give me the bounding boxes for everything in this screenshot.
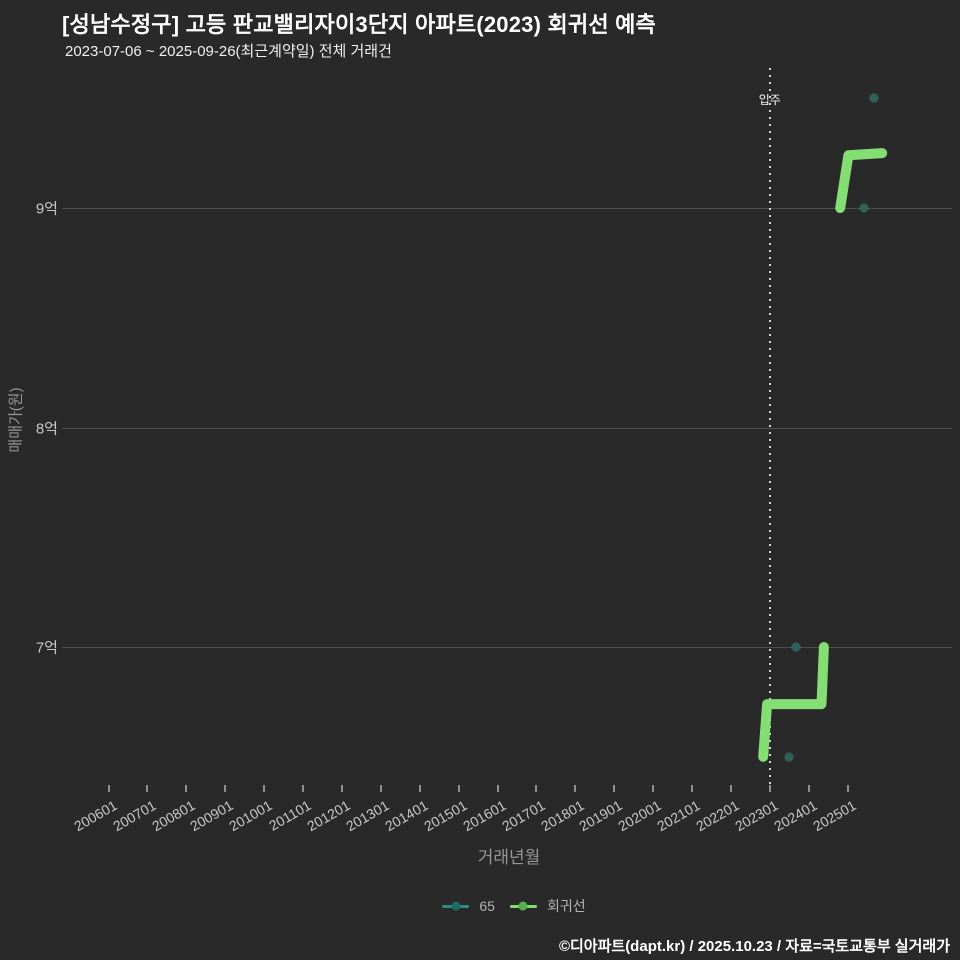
gridline xyxy=(62,208,952,209)
x-tick xyxy=(613,785,616,792)
y-tick-label: 9억 xyxy=(35,200,58,218)
legend-label-65: 65 xyxy=(479,898,495,914)
scatter-series-dot-icon xyxy=(451,901,461,911)
scatter-point xyxy=(791,643,800,651)
legend-item-65: 65 xyxy=(442,898,495,914)
regression-line-segment xyxy=(835,148,888,213)
chart-subtitle: 2023-07-06 ~ 2025-09-26(최근계약일) 전체 거래건 xyxy=(65,43,392,60)
legend-label-regression: 회귀선 xyxy=(546,898,586,914)
scatter-point xyxy=(869,94,878,103)
gridline xyxy=(62,428,952,429)
y-tick-label: 7억 xyxy=(35,639,58,657)
x-tick xyxy=(224,785,227,792)
x-tick xyxy=(496,785,499,792)
x-tick xyxy=(729,785,732,792)
x-tick xyxy=(652,785,655,792)
x-tick xyxy=(574,785,577,792)
x-tick xyxy=(107,785,110,792)
chart-title: [성남수정구] 고등 판교밸리자이3단지 아파트(2023) 회귀선 예측 xyxy=(62,12,656,37)
scatter-series-marker-icon xyxy=(442,901,470,911)
x-tick xyxy=(691,785,693,792)
legend-item-regression: 회귀선 xyxy=(509,896,586,916)
move-in-dotted-line xyxy=(768,68,771,785)
x-tick xyxy=(768,785,771,792)
x-tick xyxy=(146,785,149,792)
y-tick-label: 8억 xyxy=(35,420,58,438)
scatter-point xyxy=(859,204,868,212)
x-tick xyxy=(379,785,382,792)
gridline xyxy=(62,647,952,648)
scatter-point xyxy=(785,752,794,761)
move-in-label: 입주 xyxy=(758,93,781,107)
x-tick xyxy=(185,785,188,792)
x-tick xyxy=(263,785,266,792)
x-tick xyxy=(807,785,810,792)
x-tick xyxy=(846,785,849,792)
regression-line-segment xyxy=(758,642,829,762)
x-tick xyxy=(302,785,304,792)
footer-attribution: ©디아파트(dapt.kr) / 2025.10.23 / 자료=국토교통부 실… xyxy=(558,938,950,955)
regression-series-dot-icon xyxy=(518,901,528,911)
x-tick xyxy=(340,785,343,792)
legend: 65 회귀선 xyxy=(0,896,960,916)
x-tick xyxy=(457,785,460,792)
x-tick xyxy=(418,785,421,792)
regression-series-marker-icon xyxy=(509,901,537,911)
x-axis-title: 거래년월 xyxy=(477,848,541,867)
x-tick xyxy=(535,785,538,792)
